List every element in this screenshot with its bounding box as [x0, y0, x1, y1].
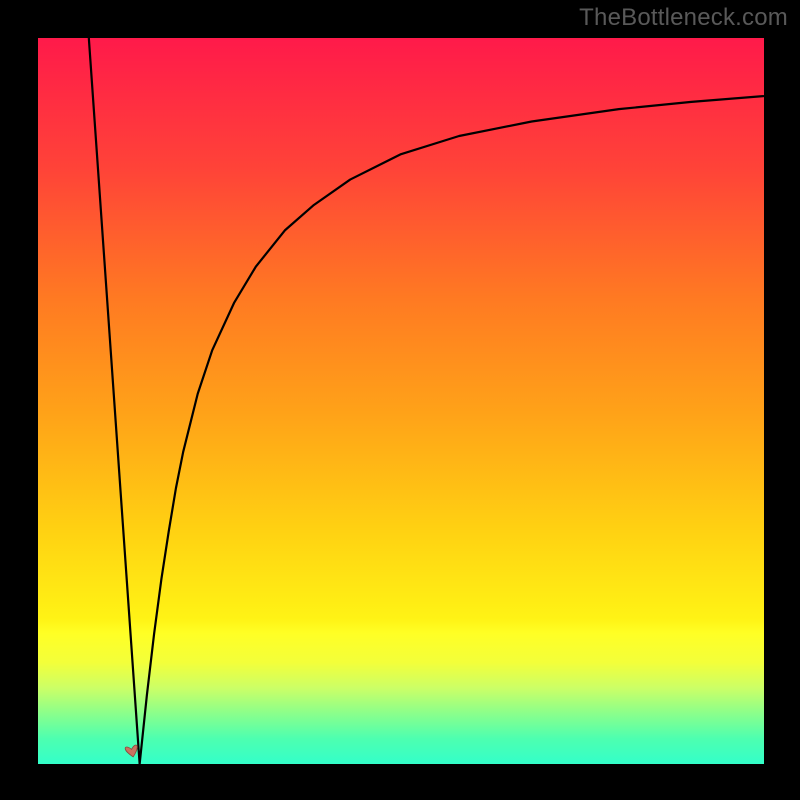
chart-container: TheBottleneck.com: [0, 0, 800, 800]
plot-background: [38, 38, 764, 764]
bottleneck-chart: [0, 0, 800, 800]
watermark-text: TheBottleneck.com: [579, 4, 788, 32]
